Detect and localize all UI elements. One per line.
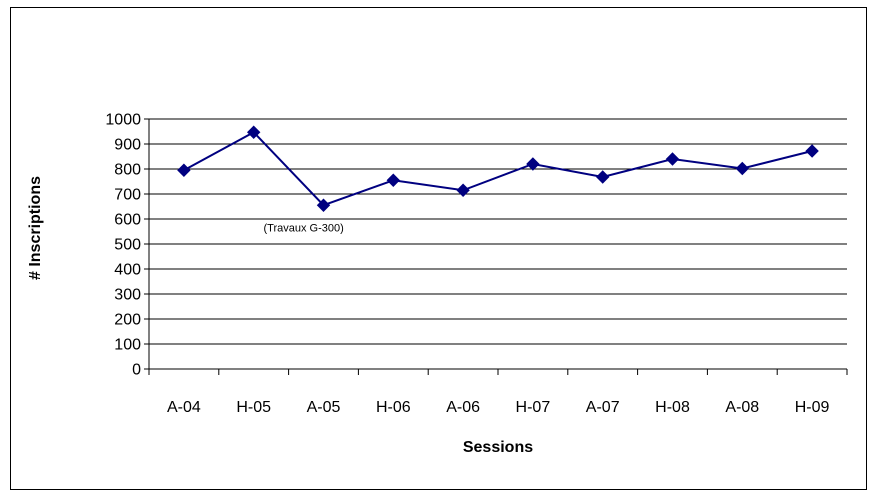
data-point xyxy=(246,125,261,139)
y-tick-label: 300 xyxy=(114,287,141,304)
y-tick-label: 1000 xyxy=(105,112,141,129)
y-tick-label: 200 xyxy=(114,312,141,329)
x-axis-ticks: A-04 H-05 A-05 H-06 A-06 H-07 A-07 H-08 A-08 H-09 xyxy=(148,369,848,416)
gridlines xyxy=(149,118,847,345)
y-tick-label: 700 xyxy=(114,187,141,204)
y-tick-label: 0 xyxy=(132,362,141,379)
x-tick-label: A-05 xyxy=(307,399,341,416)
x-tick-label: H-09 xyxy=(795,399,830,416)
x-tick-label: A-08 xyxy=(725,399,759,416)
y-tick-label: 500 xyxy=(114,237,141,254)
y-axis-title: # Inscriptions xyxy=(27,176,44,280)
y-tick-label: 100 xyxy=(114,337,141,354)
series-line xyxy=(183,131,813,207)
x-axis-title: Sessions xyxy=(463,439,533,456)
data-point xyxy=(386,173,401,187)
data-point xyxy=(526,157,540,171)
x-tick-label: A-06 xyxy=(446,399,480,416)
x-tick-label: H-07 xyxy=(516,399,551,416)
data-point xyxy=(665,152,680,166)
y-tick-label: 400 xyxy=(114,262,141,279)
x-tick-label: A-07 xyxy=(586,399,620,416)
y-tick-label: 900 xyxy=(114,137,141,154)
annotation-label: (Travaux G-300) xyxy=(264,222,344,234)
x-tick-label: H-08 xyxy=(655,399,690,416)
y-tick-label: 600 xyxy=(114,212,141,229)
x-tick-label: H-06 xyxy=(376,399,411,416)
y-tick-label: 800 xyxy=(114,162,141,179)
data-point xyxy=(456,183,470,197)
data-point xyxy=(177,163,191,177)
data-point xyxy=(735,161,750,176)
chart-frame xyxy=(10,7,867,490)
series-group xyxy=(177,125,819,212)
data-point xyxy=(805,144,819,158)
data-point xyxy=(316,198,331,212)
x-tick-label: A-04 xyxy=(167,399,201,416)
x-tick-label: H-05 xyxy=(236,399,271,416)
data-point xyxy=(595,170,610,184)
y-axis-ticks: 0 100 200 300 400 500 600 700 800 900 1000 xyxy=(105,112,149,379)
annotations: (Travaux G-300) xyxy=(264,222,344,234)
